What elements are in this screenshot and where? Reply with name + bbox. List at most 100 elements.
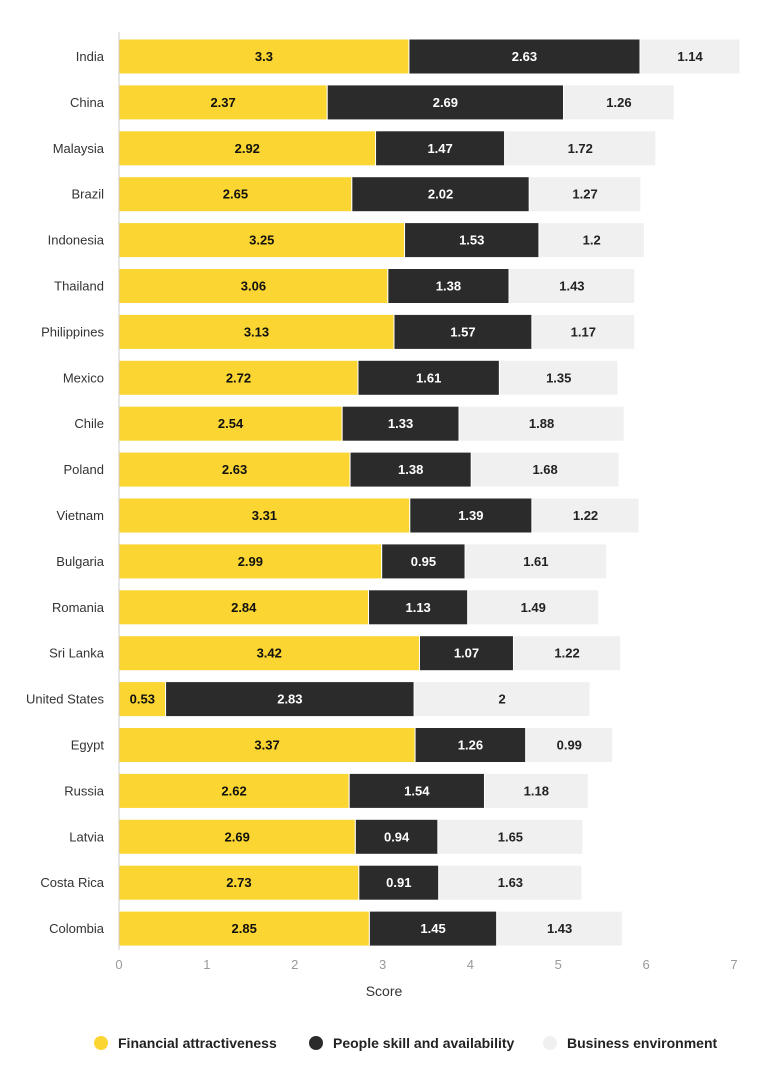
bar-segment-2 [387,268,510,304]
bar-segment-2 [358,864,440,901]
bar-segment-2 [418,635,514,672]
bar-segment-3 [458,405,625,442]
bar-segment-1 [118,635,420,672]
bar-value-label: 1.26 [606,95,631,110]
x-tick-label: 7 [730,957,737,972]
bar-segment-1 [118,222,406,259]
bar-value-label: 3.42 [257,646,282,661]
bar-segment-2 [408,38,641,75]
bar-value-label: 0.95 [411,554,436,569]
bar-value-label: 1.22 [573,508,598,523]
bar-value-label: 1.88 [529,416,554,431]
category-label: Colombia [49,921,105,936]
x-axis-ticks: 0 1 2 3 4 5 6 7 [115,957,737,972]
bar-segment-2 [348,772,485,809]
bar-value-label: 3.37 [254,738,279,753]
x-tick-label: 5 [555,957,562,972]
bar-value-label: 1.49 [521,600,546,615]
bar-value-label: 1.72 [568,141,593,156]
bar-segment-3 [437,818,584,855]
category-label: Egypt [71,738,105,753]
category-label: Mexico [63,370,104,385]
category-label: Philippines [41,324,104,339]
category-label: Romania [52,600,105,615]
bar-segment-2 [414,727,527,763]
bar-segment-1 [118,451,351,488]
bar-value-label: 1.47 [427,141,452,156]
legend-label: Financial attractiveness [118,1035,277,1051]
bar-segment-1 [118,405,343,442]
bar-value-label: 2.84 [231,600,257,615]
x-tick-label: 2 [291,957,298,972]
bar-value-label: 2.63 [512,49,537,64]
bar-value-label: 1.65 [498,829,523,844]
category-label: Vietnam [57,508,104,523]
bar-value-label: 2.62 [221,783,246,798]
bar-value-label: 2.69 [433,95,458,110]
bar-segment-1 [118,497,411,534]
bar-value-label: 3.13 [244,324,269,339]
bar-segment-3 [467,589,600,626]
bar-value-label: 3.06 [241,279,266,294]
bar-value-label: 0.99 [557,738,582,753]
bar-value-label: 1.17 [571,324,596,339]
bar-segment-3 [512,635,622,672]
x-tick-label: 0 [115,957,122,972]
bar-value-label: 1.54 [404,783,430,798]
bar-value-label: 1.45 [420,921,445,936]
bar-segment-3 [438,864,583,901]
category-label: Sri Lanka [49,646,105,661]
bar-value-label: 2.85 [232,921,257,936]
bar-segment-2 [357,359,500,396]
bar-value-label: 1.26 [458,738,483,753]
bar-value-label: 1.39 [458,508,483,523]
bar-value-label: 2.65 [223,187,248,202]
bar-value-label: 1.53 [459,233,484,248]
bar-segment-3 [496,910,623,947]
category-label: Chile [74,416,104,431]
bar-segment-3 [528,176,642,213]
bar-segment-3 [504,130,657,167]
bar-segment-3 [483,772,589,809]
bar-segment-2 [381,543,466,580]
bar-value-label: 1.35 [546,370,571,385]
bar-segment-1 [118,910,370,947]
bar-value-label: 0.91 [386,875,411,890]
bar-value-label: 2.92 [235,141,260,156]
bar-segment-3 [531,313,636,350]
bar-value-label: 1.2 [583,233,601,248]
bar-segment-3 [563,84,675,121]
bar-value-label: 1.22 [554,646,579,661]
bar-value-label: 1.38 [398,462,423,477]
bar-segment-3 [525,727,614,763]
bar-segment-1 [118,176,353,213]
bar-value-label: 1.18 [524,783,549,798]
bar-segment-2 [368,589,469,626]
bar-value-label: 2.54 [218,416,244,431]
category-label: Poland [64,462,104,477]
bar-segment-3 [464,543,608,580]
legend-marker [309,1036,323,1050]
category-label: China [70,95,105,110]
category-label: Costa Rica [40,875,104,890]
category-label: United States [26,692,105,707]
bar-segment-3 [531,497,640,534]
bar-value-label: 2.73 [226,875,251,890]
bar-value-label: 1.38 [436,279,461,294]
bar-segment-2 [368,910,498,947]
category-label: India [76,49,105,64]
bar-value-label: 2.02 [428,187,453,202]
bar-segment-2 [375,130,506,167]
bar-value-label: 2.72 [226,370,251,385]
bar-value-label: 1.57 [450,324,475,339]
x-tick-label: 1 [203,957,210,972]
bar-segment-1 [118,359,359,396]
bar-value-label: 3.25 [249,233,274,248]
bar-value-label: 1.27 [572,187,597,202]
bar-segment-1 [118,727,416,763]
x-tick-label: 3 [379,957,386,972]
legend-marker [543,1036,557,1050]
category-label: Russia [64,783,105,798]
bar-segment-3 [538,222,645,259]
